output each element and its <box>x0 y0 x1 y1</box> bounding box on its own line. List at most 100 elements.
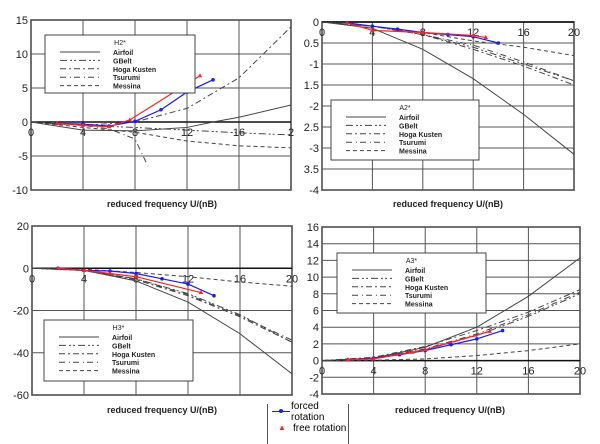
y-tick-label: 2.5 <box>304 122 319 134</box>
forced-point <box>186 282 190 286</box>
y-tick-label: 0 <box>23 263 29 275</box>
x-tick-label: 20 <box>574 366 586 378</box>
y-tick-label: 0.5 <box>304 38 319 50</box>
legend-label: Airfoil <box>113 50 133 57</box>
legend-label: GBelt <box>113 58 132 65</box>
free-point <box>487 328 492 333</box>
y-tick-label: 15 <box>16 15 28 27</box>
legend-label: Tsurumi <box>405 293 432 300</box>
legend-box <box>43 319 194 382</box>
y-tick-label: 8 <box>313 289 319 301</box>
free-point <box>345 357 350 362</box>
free-point <box>107 271 113 276</box>
free-point <box>345 20 350 25</box>
legend-item-free: ▲ free rotation <box>272 420 348 436</box>
y-tick-label: 10 <box>16 49 28 61</box>
x-tick-label: 4 <box>81 273 87 285</box>
forced-point <box>134 271 138 276</box>
legend-label: Airfoil <box>399 115 419 122</box>
x-tick-label: 0 <box>319 27 325 39</box>
x-tick-label: 12 <box>471 366 483 378</box>
x-tick-label: 20 <box>568 27 580 39</box>
subplot-h3: 0 4 8 12 16 20 -60 -40 -20 0 20 reduced frequency U… <box>13 221 298 415</box>
x-tick-label: 0 <box>29 273 35 285</box>
legend-label: Tsurumi <box>112 360 139 367</box>
series-tsurumi <box>31 121 149 167</box>
forced-point <box>133 119 137 124</box>
y-tick-label: -2 <box>309 372 319 384</box>
legend-title: A3* <box>406 258 418 265</box>
free-point <box>54 120 60 125</box>
y-tick-label: 20 <box>17 221 29 233</box>
legend-label: Airfoil <box>112 335 132 342</box>
y-tick-label: 2 <box>313 339 319 351</box>
legend-label: Messina <box>112 369 140 376</box>
forced-swatch <box>272 408 290 416</box>
free-point <box>127 117 132 122</box>
y-tick-label: -5 <box>18 151 28 163</box>
legend-label: GBelt <box>112 343 131 350</box>
x-tick-label: 0 <box>28 127 34 139</box>
free-point <box>106 124 112 129</box>
x-tick-label: 16 <box>517 27 529 39</box>
legend-title: H2* <box>114 40 126 47</box>
free-point <box>370 27 375 32</box>
forced-point <box>108 269 112 273</box>
x-tick-label: 4 <box>371 366 377 378</box>
series-airfoil <box>31 104 291 132</box>
y-tick-label: 16 <box>307 222 319 234</box>
x-tick-label: 16 <box>233 127 245 139</box>
y-tick-label: -3 <box>309 143 319 155</box>
legend-box <box>336 252 487 314</box>
x-tick-label: 8 <box>132 127 138 139</box>
x-tick-label: 2 <box>288 127 294 139</box>
forced-point <box>211 78 215 82</box>
legend-label: Hoga Kusten <box>399 132 442 139</box>
y-tick-label: 4 <box>313 322 319 334</box>
forced-point <box>370 24 375 29</box>
y-tick-label: -1 <box>309 59 319 71</box>
legend-label: Airfoil <box>405 268 425 275</box>
forced-point <box>212 293 216 298</box>
y-tick-label: 0 <box>313 17 319 29</box>
legend-label: Hoga Kusten <box>113 67 156 74</box>
forced-point <box>496 41 501 45</box>
y-tick-label: 5 <box>22 83 28 95</box>
series-messina <box>31 121 291 149</box>
series-messina <box>322 343 580 362</box>
legend-title: A2* <box>399 105 411 112</box>
free-swatch: ▲ <box>278 423 286 432</box>
x-tick-label: 12 <box>181 127 193 139</box>
free-point <box>197 73 203 78</box>
x-axis-label: reduced frequency U/(nB) <box>107 199 217 209</box>
free-point <box>198 290 204 295</box>
legend-label: free rotation <box>293 422 347 434</box>
x-tick-label: 8 <box>133 273 139 285</box>
forced-point <box>449 342 453 347</box>
x-tick-label: 8 <box>422 366 428 378</box>
legend-box <box>44 34 196 94</box>
free-point <box>133 274 139 279</box>
free-point <box>423 347 428 352</box>
legend-label: Hoga Kusten <box>405 285 448 292</box>
legend-title: H3* <box>113 325 125 332</box>
shared-legend: forced rotation ▲ free rotation <box>267 401 349 444</box>
x-tick-label: 16 <box>522 366 534 378</box>
series-hoga-kusten <box>322 289 580 362</box>
y-tick-label: -4 <box>309 185 319 197</box>
free-point <box>81 267 87 272</box>
free-point <box>483 35 488 40</box>
y-tick-label: 12 <box>307 255 319 267</box>
forced-point <box>395 27 400 31</box>
forced-point <box>475 337 479 341</box>
x-tick-label: 4 <box>369 27 375 39</box>
y-tick-label: -4 <box>309 389 319 401</box>
y-tick-label: 1.5 <box>304 80 319 92</box>
legend-label: Hoga Kusten <box>112 352 155 359</box>
